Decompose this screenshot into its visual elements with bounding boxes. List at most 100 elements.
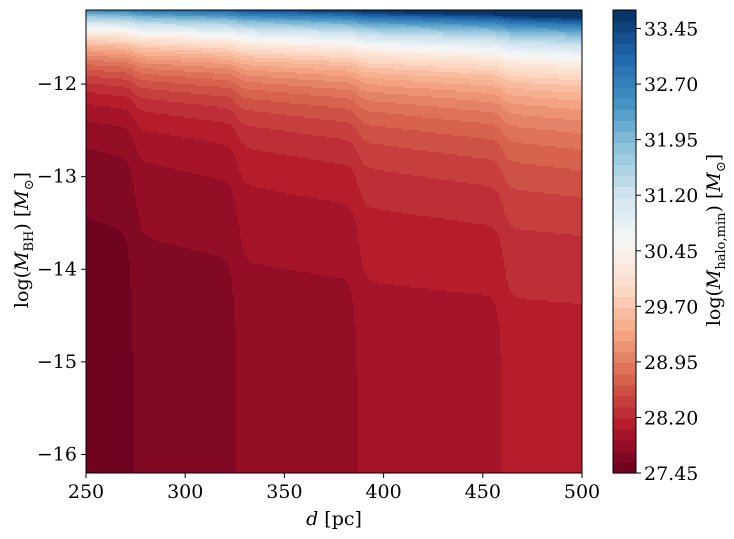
contour-cell xyxy=(358,182,469,185)
contour-cell xyxy=(358,382,503,385)
contour-cell xyxy=(184,70,237,73)
contour-cell xyxy=(492,186,511,189)
contour-cell xyxy=(202,104,239,107)
contour-cell xyxy=(502,402,582,405)
contour-cell xyxy=(170,40,231,43)
contour-cell xyxy=(134,388,237,391)
contour-cell xyxy=(522,114,582,117)
contour-cell xyxy=(354,214,417,217)
contour-cell xyxy=(354,322,499,325)
contour-cell xyxy=(358,420,503,423)
contour-cell xyxy=(502,442,582,445)
contour-cell xyxy=(86,330,133,333)
contour-cell xyxy=(358,410,503,413)
contour-cell xyxy=(136,24,177,27)
contour-cell xyxy=(480,64,505,67)
contour-cell xyxy=(92,48,133,51)
contour-cell xyxy=(504,262,582,265)
contour-cell xyxy=(554,68,582,71)
contour-cell xyxy=(94,92,135,95)
contour-cell xyxy=(144,54,215,57)
contour-cell xyxy=(130,12,143,15)
contour-cell xyxy=(86,60,105,63)
contour-cell xyxy=(494,30,509,33)
contour-cell xyxy=(572,54,582,57)
contour-cell xyxy=(532,96,582,99)
contour-cell xyxy=(212,78,241,81)
contour-cell xyxy=(366,40,429,43)
contour-cell xyxy=(236,394,359,397)
colorbar-band xyxy=(613,340,636,353)
contour-cell xyxy=(86,322,133,325)
contour-cell xyxy=(236,386,359,389)
contour-cell xyxy=(132,100,167,103)
contour-cell xyxy=(270,128,357,131)
colorbar-band xyxy=(613,362,636,375)
contour-cell xyxy=(90,148,137,151)
contour-cell xyxy=(236,70,267,73)
contour-cell xyxy=(504,120,582,123)
contour-cell xyxy=(86,256,129,259)
contour-cell xyxy=(118,228,143,231)
contour-cell xyxy=(406,24,463,27)
contour-cell xyxy=(504,56,545,59)
contour-cell xyxy=(134,354,237,357)
contour-cell xyxy=(358,470,503,473)
y-tick-label: −15 xyxy=(37,351,77,373)
contour-cell xyxy=(130,274,231,277)
contour-cell xyxy=(224,180,245,183)
contour-cell xyxy=(86,230,121,233)
contour-cell xyxy=(558,78,582,81)
contour-cell xyxy=(134,440,237,443)
contour-cell xyxy=(130,268,231,271)
contour-cell xyxy=(358,432,503,435)
contour-cell xyxy=(304,116,359,119)
contour-cell xyxy=(348,140,367,143)
contour-cell xyxy=(360,192,499,195)
contour-cell xyxy=(244,68,315,71)
contour-cell xyxy=(138,214,239,217)
contour-cell xyxy=(506,28,549,31)
contour-cell xyxy=(138,154,235,157)
contour-cell xyxy=(232,284,349,287)
contour-cell xyxy=(230,186,257,189)
contour-cell xyxy=(244,108,347,111)
contour-cell xyxy=(352,298,493,301)
contour-cell xyxy=(86,292,133,295)
contour-cell xyxy=(356,180,455,183)
contour-cell xyxy=(502,368,582,371)
contour-cell xyxy=(86,278,131,281)
contour-cell xyxy=(416,104,501,107)
contour-cell xyxy=(136,198,235,201)
contour-cell xyxy=(158,74,233,77)
contour-cell xyxy=(214,62,241,65)
contour-cell xyxy=(266,70,347,73)
contour-cell xyxy=(502,204,582,207)
colorbar-band xyxy=(613,153,636,165)
contour-cell xyxy=(238,164,345,167)
colorbar-tick-label: 28.95 xyxy=(644,352,698,374)
contour-cell xyxy=(214,54,239,57)
contour-cell xyxy=(232,88,247,91)
contour-cell xyxy=(352,142,371,145)
contour-cell xyxy=(502,424,582,427)
contour-cell xyxy=(86,202,137,205)
contour-cell xyxy=(358,416,503,419)
contour-cell xyxy=(154,10,207,13)
contour-cell xyxy=(358,56,399,59)
contour-cell xyxy=(134,408,237,411)
contour-cell xyxy=(494,86,509,89)
contour-cell xyxy=(236,334,357,337)
contour-cell xyxy=(142,226,241,229)
contour-cell xyxy=(132,292,233,295)
contour-cell xyxy=(86,424,135,427)
contour-cell xyxy=(502,388,582,391)
contour-cell xyxy=(238,84,289,87)
contour-cell xyxy=(360,156,473,159)
contour-cell xyxy=(86,212,139,215)
contour-cell xyxy=(504,208,582,211)
contour-cell xyxy=(86,122,101,125)
contour-cell xyxy=(230,148,253,151)
contour-cell xyxy=(502,378,582,381)
colorbar-tick-label: 31.95 xyxy=(644,130,698,152)
